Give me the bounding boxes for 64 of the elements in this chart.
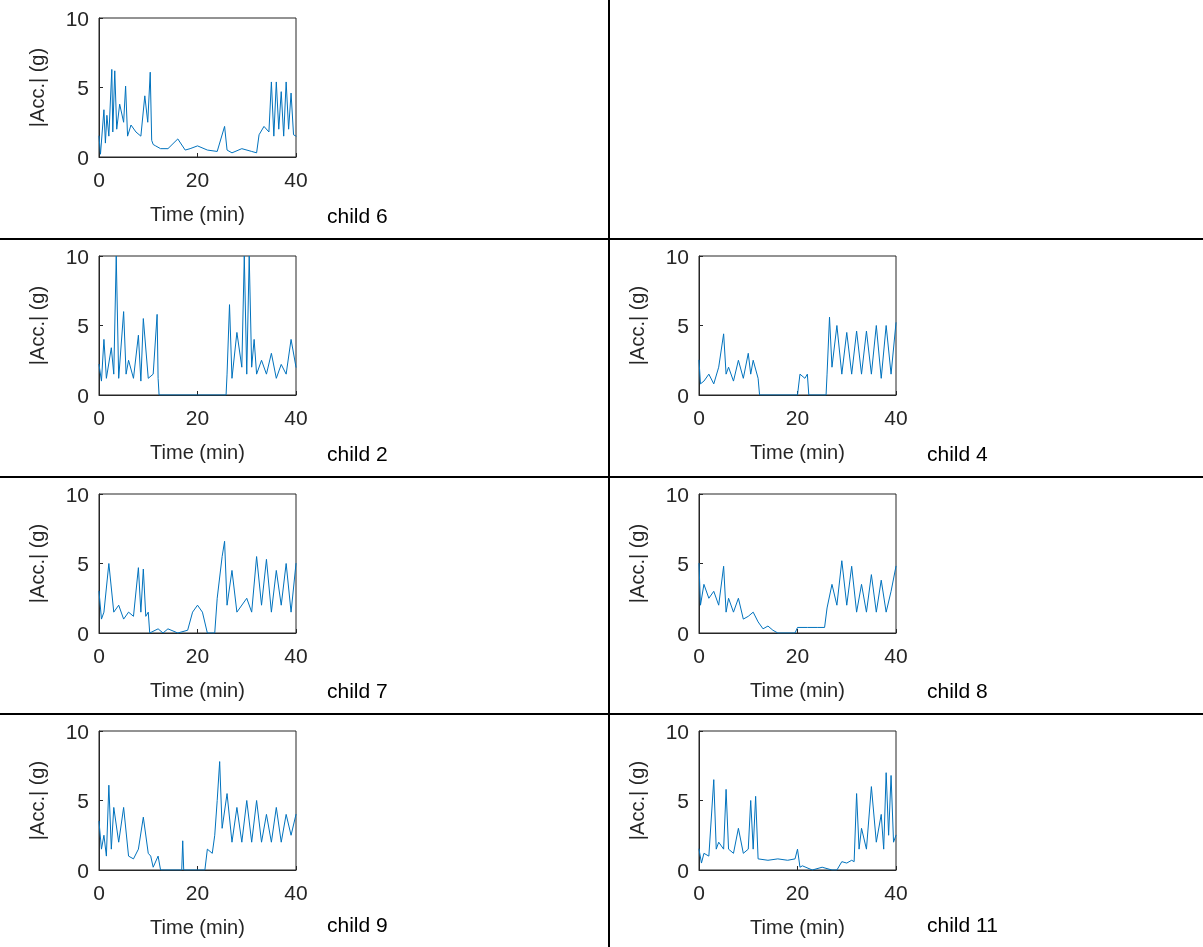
y-tick-label: 5 (677, 552, 689, 575)
x-tick-label: 20 (185, 406, 210, 429)
y-tick-label: 10 (665, 719, 689, 743)
x-tick-label: 20 (785, 644, 810, 667)
y-axis-title: |Acc.| (g) (26, 523, 48, 604)
x-tick-label: 20 (185, 168, 210, 191)
line-series (98, 255, 297, 396)
y-tick-label: 10 (65, 6, 89, 30)
x-axis-title: Time (min) (150, 679, 245, 701)
y-tick-label: 10 (65, 244, 89, 268)
y-axis-title: |Acc.| (g) (26, 760, 48, 841)
y-tick-label: 5 (677, 314, 689, 337)
y-tick-label: 0 (677, 621, 689, 645)
text: child 4 (927, 442, 988, 466)
y-tick-label: 0 (677, 383, 689, 407)
text: child 9 (327, 913, 388, 937)
x-tick-label: 0 (93, 644, 105, 667)
y-axis-title: |Acc.| (g) (626, 760, 648, 841)
y-tick-label: 5 (77, 789, 89, 812)
x-tick-label: 20 (785, 406, 810, 429)
text: child 8 (927, 679, 988, 703)
x-tick-label: 40 (284, 168, 308, 191)
x-tick-label: 20 (785, 881, 810, 904)
y-axis-title: |Acc.| (g) (626, 285, 648, 366)
text: child 11 (927, 913, 998, 937)
x-tick-label: 40 (884, 881, 908, 904)
x-tick-label: 40 (284, 881, 308, 904)
y-tick-label: 5 (77, 314, 89, 337)
y-axis-title: |Acc.| (g) (26, 47, 48, 128)
y-tick-label: 0 (77, 858, 89, 882)
x-tick-label: 20 (185, 881, 210, 904)
x-axis-title: Time (min) (150, 203, 245, 225)
x-axis-title: Time (min) (750, 679, 845, 701)
x-tick-label: 0 (693, 881, 705, 904)
y-tick-label: 5 (77, 552, 89, 575)
x-tick-label: 40 (884, 644, 908, 667)
x-tick-label: 40 (284, 644, 308, 667)
x-tick-label: 40 (884, 406, 908, 429)
x-axis-title: Time (min) (750, 916, 845, 938)
y-tick-label: 5 (677, 789, 689, 812)
y-tick-label: 0 (77, 145, 89, 169)
x-tick-label: 0 (93, 881, 105, 904)
x-tick-label: 40 (284, 406, 308, 429)
x-tick-label: 0 (693, 644, 705, 667)
y-tick-label: 5 (77, 76, 89, 99)
x-tick-label: 20 (185, 644, 210, 667)
y-tick-label: 0 (77, 383, 89, 407)
x-tick-label: 0 (93, 168, 105, 191)
x-tick-label: 0 (693, 406, 705, 429)
y-tick-label: 10 (665, 482, 689, 506)
y-tick-label: 0 (677, 858, 689, 882)
y-tick-label: 0 (77, 621, 89, 645)
x-tick-label: 0 (93, 406, 105, 429)
y-axis-title: |Acc.| (g) (626, 523, 648, 604)
y-tick-label: 10 (665, 244, 689, 268)
x-axis-title: Time (min) (150, 916, 245, 938)
text: child 7 (327, 679, 388, 703)
y-axis-title: |Acc.| (g) (26, 285, 48, 366)
y-tick-label: 10 (65, 719, 89, 743)
x-axis-title: Time (min) (150, 441, 245, 463)
text: child 2 (327, 442, 388, 466)
text: child 6 (327, 204, 388, 228)
x-axis-title: Time (min) (750, 441, 845, 463)
y-tick-label: 10 (65, 482, 89, 506)
